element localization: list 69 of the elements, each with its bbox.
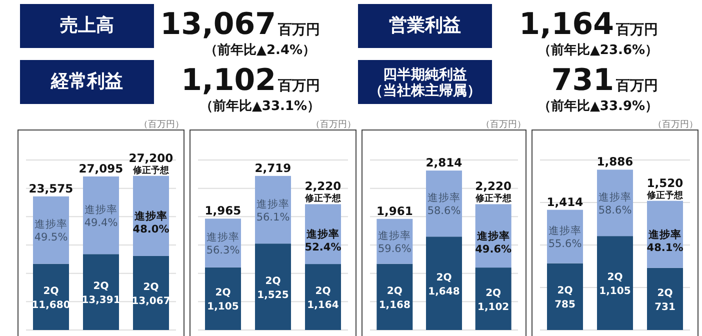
text: （前年比▲23.6%）: [538, 43, 658, 58]
bar: [305, 264, 341, 330]
text: 731: [551, 63, 614, 98]
data-label: 2Q 13,067: [132, 282, 170, 307]
text: （前年比▲33.9%）: [538, 99, 658, 114]
annotation: 進捗率 56.1%: [256, 197, 290, 224]
total-label: 23,575: [28, 181, 74, 196]
total-label: 27,095: [78, 161, 124, 176]
total-label: 1,886: [596, 154, 634, 169]
total-label: 1,414: [546, 194, 584, 209]
text: （前年比▲33.1%）: [200, 99, 320, 114]
annotation: 進捗率 49.6%: [475, 229, 512, 256]
bar: [376, 264, 413, 330]
data-label: 2Q 1,164: [307, 286, 339, 312]
total-label: 2,220: [475, 179, 512, 194]
data-label: 2Q 1,168: [378, 286, 411, 311]
annotation: 進捗率 58.6%: [598, 190, 632, 216]
annotation: 修正予想: [474, 193, 512, 204]
text: 13,067: [160, 7, 276, 42]
text: （百万円）: [139, 120, 184, 130]
data-label: 2Q 1,102: [478, 288, 510, 313]
bar: [205, 267, 241, 330]
total-label: 2,719: [254, 160, 292, 175]
bar: [255, 244, 291, 330]
annotation: 修正予想: [304, 193, 342, 204]
text: 営業利益: [389, 15, 461, 36]
data-label: 2Q 1,525: [257, 276, 289, 301]
text: （百万円）: [311, 120, 356, 130]
annotation: 進捗率 55.6%: [548, 224, 582, 250]
text: 百万円: [615, 22, 658, 38]
text: 百万円: [615, 78, 658, 94]
annotation: 修正予想: [132, 164, 170, 176]
total-label: 1,965: [204, 204, 242, 218]
data-label: 2Q 1,648: [428, 272, 460, 298]
annotation: 進捗率 56.3%: [206, 230, 240, 257]
text: 百万円: [277, 78, 320, 94]
bar: [426, 236, 462, 330]
text: 1,102: [181, 63, 276, 98]
text: 1,164: [519, 7, 614, 42]
data-label: 2Q 731: [654, 288, 676, 313]
bar: [83, 254, 119, 330]
total-label: 1,961: [376, 204, 413, 218]
text: 売上高: [60, 15, 114, 36]
annotation: 進捗率 49.5%: [34, 218, 68, 244]
text: 経常利益: [50, 71, 123, 92]
total-label: 2,814: [426, 156, 462, 170]
bar: [475, 268, 512, 330]
text: 四半期純利益（当社株主帰属）: [369, 67, 481, 99]
data-label: 2Q 1,105: [207, 288, 239, 313]
annotation: 進捗率 59.6%: [378, 228, 412, 255]
bar: [597, 236, 633, 330]
data-label: 2Q 1,105: [599, 272, 631, 298]
text: 百万円: [277, 22, 320, 38]
text: （百万円）: [653, 120, 698, 130]
total-label: 27,200: [128, 150, 174, 165]
annotation: 進捗率 49.4%: [84, 202, 118, 229]
text: （百万円）: [481, 120, 526, 130]
annotation: 進捗率 48.0%: [132, 209, 170, 236]
bar: [647, 268, 683, 330]
data-label: 2Q 785: [554, 286, 576, 311]
annotation: 修正予想: [646, 190, 684, 201]
annotation: 進捗率 52.4%: [304, 228, 342, 254]
bar: [547, 263, 583, 330]
total-label: 2,220: [304, 179, 342, 194]
bar: [133, 256, 169, 330]
total-label: 1,520: [646, 176, 684, 190]
text: （前年比▲2.4%）: [204, 43, 316, 58]
annotation: 進捗率 48.1%: [646, 228, 684, 254]
annotation: 進捗率 58.6%: [427, 191, 461, 218]
